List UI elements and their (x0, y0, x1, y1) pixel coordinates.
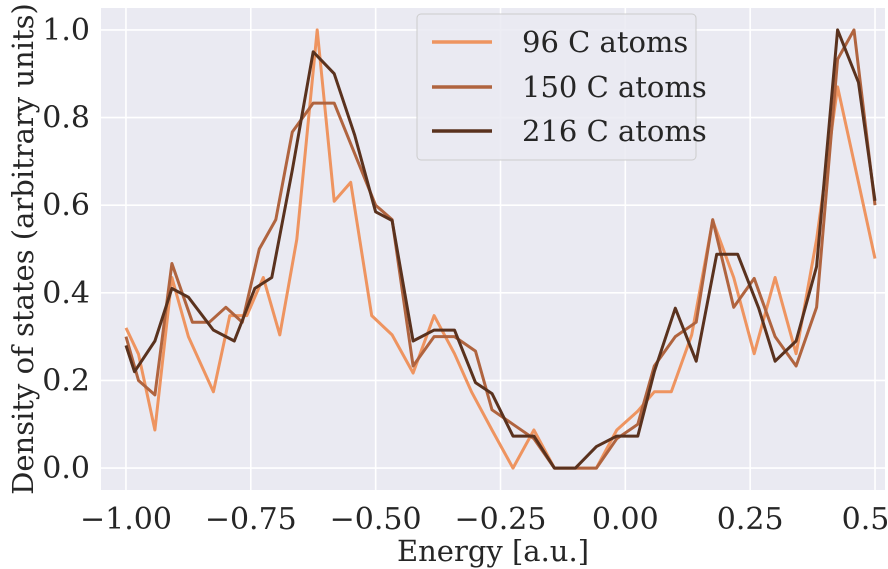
legend: 96 C atoms 150 C atoms 216 C atoms (416, 13, 707, 161)
series-line-1 (124, 28, 877, 470)
y-tick-label: 0.8 (42, 101, 90, 136)
series-line-2 (124, 28, 877, 470)
x-tick-label: 0.00 (592, 502, 659, 537)
x-tick-label: −0.25 (455, 502, 547, 537)
y-axis-label: Density of states (arbitrary units) (6, 3, 40, 495)
x-tick-label: −1.00 (80, 502, 172, 537)
y-tick-label: 0.4 (42, 276, 90, 311)
tick-labels: −1.00 −0.75 −0.50 −0.25 0.00 0.25 0.50 0.0 0.2 0.… (42, 13, 888, 537)
x-tick-label: 0.25 (717, 502, 784, 537)
y-tick-label: 0.0 (42, 451, 90, 486)
legend-label-150: 150 C atoms (522, 70, 707, 104)
legend-box (416, 13, 697, 161)
y-tick-label: 1.0 (42, 13, 90, 48)
x-tick-label: 0.50 (842, 502, 888, 537)
grid-lines (101, 8, 885, 490)
x-axis-label: Energy [a.u.] (397, 534, 589, 568)
series-line-0 (124, 28, 877, 470)
legend-label-216: 216 C atoms (522, 114, 707, 148)
x-tick-label: −0.50 (330, 502, 422, 537)
y-tick-label: 0.2 (42, 363, 90, 398)
y-tick-label: 0.6 (42, 188, 90, 223)
legend-label-96: 96 C atoms (522, 25, 688, 59)
x-tick-label: −0.75 (205, 502, 297, 537)
series-lines (124, 28, 877, 470)
